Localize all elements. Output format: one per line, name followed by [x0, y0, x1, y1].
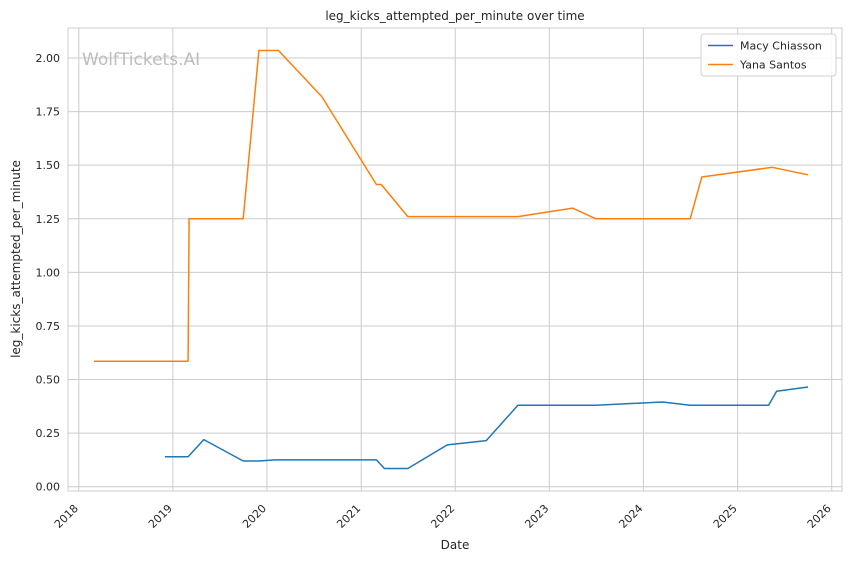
series-line-yana-santos — [94, 49, 809, 363]
x-tick-labels: 2018 2019 2020 2021 2022 2023 2024 2025 2026 — [52, 502, 834, 531]
series-line-macy-chiasson — [164, 386, 809, 470]
y-tick-label: 1.50 — [36, 159, 61, 172]
x-tick-label: 2024 — [616, 502, 645, 531]
y-tick-label: 0.50 — [36, 374, 61, 387]
legend: Macy Chiasson Yana Santos — [700, 33, 837, 77]
y-tick-label: 2.00 — [36, 52, 61, 65]
x-tick-label: 2018 — [52, 502, 81, 531]
x-axis-title: Date — [441, 538, 470, 552]
y-axis-title: leg_kicks_attempted_per_minute — [9, 160, 23, 358]
plot-frame — [67, 27, 843, 492]
legend-label-macy-chiasson: Macy Chiasson — [740, 40, 822, 53]
y-tick-label: 1.75 — [36, 106, 61, 119]
legend-box — [700, 33, 837, 77]
x-tick-label: 2019 — [146, 502, 175, 531]
y-tick-label: 0.25 — [36, 427, 61, 440]
grid-lines — [68, 28, 842, 491]
chart-title: leg_kicks_attempted_per_minute over time — [325, 9, 584, 23]
x-tick-label: 2020 — [240, 502, 269, 531]
series-layer — [94, 49, 809, 470]
y-tick-label: 0.00 — [36, 481, 61, 494]
y-tick-label: 1.00 — [36, 266, 61, 279]
y-tick-label: 0.75 — [36, 320, 61, 333]
watermark: WolfTickets.AI — [82, 50, 200, 70]
y-tick-labels: 0.00 0.25 0.50 0.75 1.00 1.25 1.50 1.75 2.00 — [36, 52, 61, 494]
x-tick-label: 2022 — [428, 502, 457, 531]
x-tick-label: 2025 — [711, 502, 740, 531]
x-tick-label: 2021 — [334, 502, 363, 531]
x-tick-label: 2023 — [522, 502, 551, 531]
x-tick-label: 2026 — [805, 502, 834, 531]
legend-label-yana-santos: Yana Santos — [739, 59, 807, 72]
y-tick-label: 1.25 — [36, 213, 61, 226]
